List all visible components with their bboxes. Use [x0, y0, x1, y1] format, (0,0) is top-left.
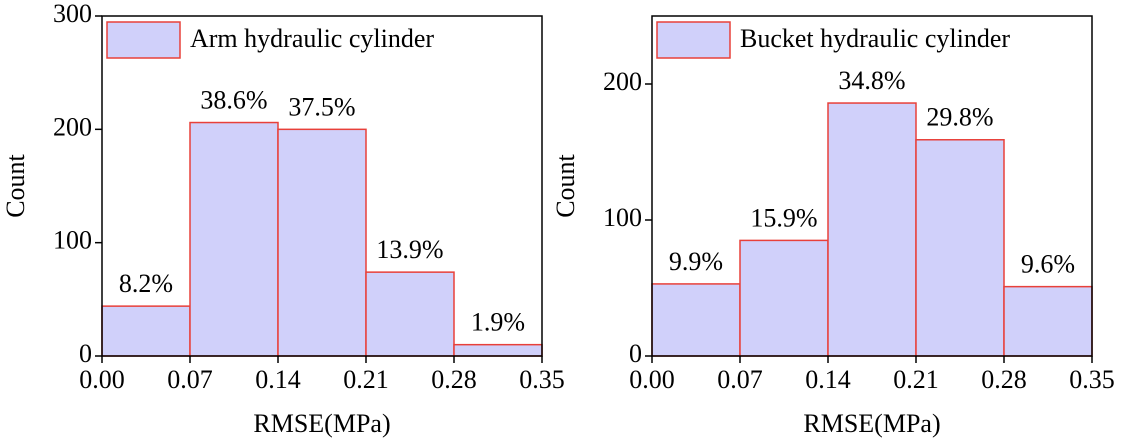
bar-label: 1.9%: [471, 308, 525, 337]
bar-label: 38.6%: [200, 86, 267, 115]
bar: [1003, 285, 1093, 357]
bar-label: 37.5%: [288, 92, 355, 121]
legend: Arm hydraulic cylinder: [106, 21, 434, 59]
bar: [189, 121, 279, 357]
y-tick-label: 0: [629, 339, 642, 368]
legend-label: Arm hydraulic cylinder: [190, 24, 434, 53]
y-axis-label: Count: [551, 153, 580, 217]
x-tick-label: 0.14: [255, 365, 301, 394]
x-tick-label: 0.07: [167, 365, 213, 394]
bar-label: 29.8%: [926, 103, 993, 132]
bar: [453, 343, 543, 357]
bar: [277, 128, 367, 357]
legend-label: Bucket hydraulic cylinder: [740, 24, 1010, 53]
legend-swatch: [656, 21, 731, 59]
bar: [827, 102, 917, 357]
bar-label: 9.9%: [669, 247, 723, 276]
x-axis-label: RMSE(MPa): [803, 409, 940, 438]
bar-label: 9.6%: [1021, 250, 1075, 279]
x-tick-label: 0.28: [981, 365, 1027, 394]
bar-label: 34.8%: [838, 66, 905, 95]
bar-label: 13.9%: [376, 235, 443, 264]
bar-label: 15.9%: [750, 203, 817, 232]
y-tick-label: 100: [603, 203, 642, 232]
x-tick-label: 0.14: [805, 365, 851, 394]
x-tick-label: 0.07: [717, 365, 763, 394]
x-axis-label: RMSE(MPa): [253, 409, 390, 438]
x-tick-label: 0.28: [431, 365, 477, 394]
y-tick-label: 100: [53, 226, 92, 255]
bar-label: 8.2%: [119, 269, 173, 298]
bar: [739, 239, 829, 357]
bar: [651, 283, 741, 357]
bar: [101, 305, 191, 357]
y-tick-label: 200: [603, 67, 642, 96]
legend: Bucket hydraulic cylinder: [656, 21, 1010, 59]
x-tick-label: 0.00: [629, 365, 675, 394]
bar: [365, 271, 455, 357]
y-tick-label: 200: [53, 112, 92, 141]
y-axis-label: Count: [1, 153, 30, 217]
x-tick-label: 0.21: [893, 365, 939, 394]
x-tick-label: 0.21: [343, 365, 389, 394]
x-tick-label: 0.35: [519, 365, 565, 394]
plot-frame: [101, 15, 543, 357]
y-tick-label: 300: [53, 0, 92, 28]
plot-frame: [651, 15, 1093, 357]
y-tick-label: 0: [79, 339, 92, 368]
x-tick-label: 0.00: [79, 365, 125, 394]
x-tick-label: 0.35: [1069, 365, 1115, 394]
bar: [915, 139, 1005, 357]
legend-swatch: [106, 21, 181, 59]
